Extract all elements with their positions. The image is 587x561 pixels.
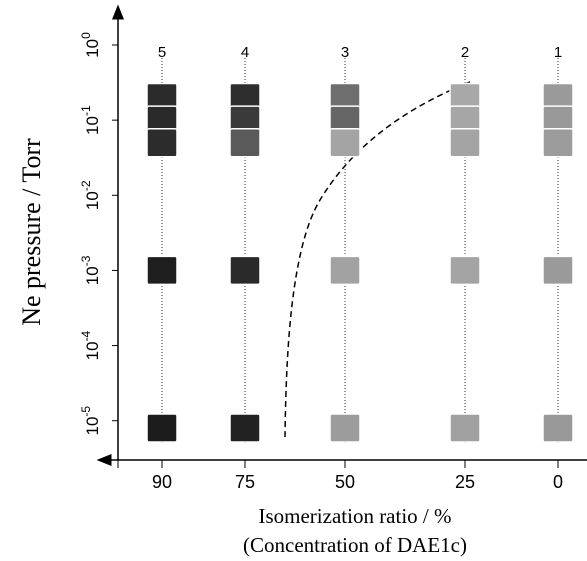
sample-square [329, 255, 361, 286]
sample-square [229, 413, 261, 443]
y-tick-label: 100 [79, 32, 102, 58]
x-axis-sublabel: (Concentration of DAE1c) [243, 533, 467, 557]
sample-square [146, 413, 178, 443]
sample-square [542, 128, 574, 158]
guide-curve [284, 81, 471, 438]
x-tick-label: 90 [152, 472, 172, 492]
y-tick-exponent: -5 [79, 406, 93, 417]
y-tick-base: 10 [83, 116, 102, 135]
sample-square [329, 413, 361, 443]
y-tick-base: 10 [83, 266, 102, 285]
y-tick-exponent: -3 [79, 255, 93, 266]
column-label: 4 [241, 44, 249, 61]
sample-square [146, 128, 178, 158]
column-label: 5 [158, 44, 166, 61]
y-tick-exponent: -1 [79, 105, 93, 116]
y-tick-label: 10-1 [79, 105, 102, 135]
y-tick-exponent: -4 [79, 330, 93, 341]
y-axis-label: Ne pressure / Torr [17, 138, 46, 326]
sample-square [229, 255, 261, 286]
x-tick-label: 0 [553, 472, 563, 492]
sample-square [146, 255, 178, 286]
sample-square [229, 128, 261, 158]
column-label: 3 [341, 44, 349, 61]
sample-square [449, 255, 481, 286]
sample-square [449, 413, 481, 443]
y-tick-exponent: -2 [79, 180, 93, 191]
y-tick-label: 10-4 [79, 330, 102, 360]
y-tick-label: 10-3 [79, 255, 102, 285]
y-tick-base: 10 [83, 39, 102, 58]
y-tick-base: 10 [83, 417, 102, 436]
y-tick-base: 10 [83, 341, 102, 360]
sample-square [542, 413, 574, 443]
y-tick-label: 10-5 [79, 406, 102, 436]
x-tick-label: 75 [235, 472, 255, 492]
column-label: 2 [461, 44, 469, 61]
sample-square [542, 255, 574, 286]
column-label: 1 [554, 44, 562, 61]
y-tick-exponent: 0 [79, 32, 93, 39]
sample-square [449, 128, 481, 158]
sample-square [329, 128, 361, 158]
x-tick-label: 50 [335, 472, 355, 492]
y-tick-base: 10 [83, 191, 102, 210]
x-axis-label: Isomerization ratio / % [258, 504, 451, 528]
x-tick-label: 25 [455, 472, 475, 492]
y-tick-label: 10-2 [79, 180, 102, 210]
